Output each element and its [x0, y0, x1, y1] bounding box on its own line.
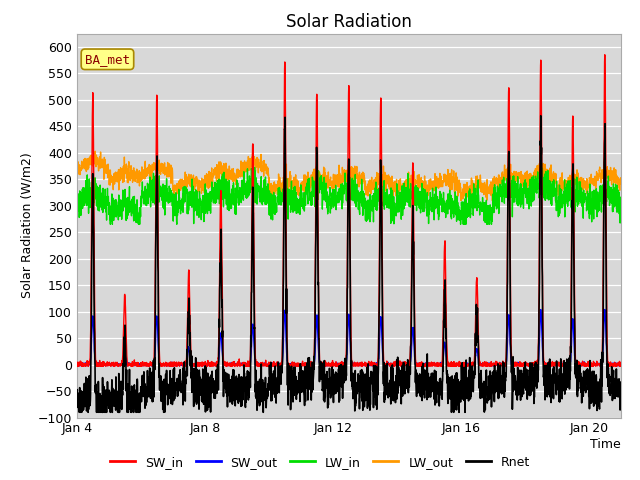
LW_out [502, 175, 509, 180]
Line: LW_in: LW_in [77, 163, 621, 224]
LW_in [73, 204, 81, 210]
LW_in [184, 211, 191, 216]
LW_in [502, 184, 509, 190]
SW_in [617, 361, 625, 367]
Rnet [73, 400, 81, 406]
Line: LW_out: LW_out [77, 151, 621, 201]
Rnet [237, 374, 244, 380]
Y-axis label: Solar Radiation (W/m2): Solar Radiation (W/m2) [20, 153, 33, 299]
X-axis label: Time: Time [590, 438, 621, 451]
SW_in [183, 339, 191, 345]
Rnet [617, 400, 625, 406]
SW_in [601, 52, 609, 58]
Rnet [184, 373, 191, 379]
SW_in [190, 360, 198, 366]
SW_out [76, 363, 84, 369]
LW_in [237, 187, 244, 192]
SW_out [601, 307, 609, 312]
SW_out [184, 356, 191, 362]
LW_out [116, 173, 124, 179]
SW_out [617, 362, 625, 368]
SW_in [116, 361, 124, 367]
LW_out [372, 184, 380, 190]
Rnet [502, 378, 509, 384]
SW_in [73, 363, 81, 369]
LW_out [73, 168, 81, 174]
LW_in [538, 160, 545, 166]
Rnet [116, 387, 124, 393]
LW_out [191, 178, 198, 184]
Title: Solar Radiation: Solar Radiation [286, 12, 412, 31]
SW_out [372, 360, 380, 366]
SW_out [237, 362, 244, 368]
SW_out [116, 362, 124, 368]
Line: SW_out: SW_out [77, 310, 621, 366]
Line: Rnet: Rnet [77, 116, 621, 412]
SW_in [372, 363, 380, 369]
LW_out [92, 148, 99, 154]
LW_in [106, 221, 114, 227]
Text: BA_met: BA_met [85, 53, 130, 66]
Rnet [372, 363, 380, 369]
Rnet [191, 383, 198, 388]
LW_in [116, 204, 124, 209]
LW_in [191, 196, 198, 202]
LW_in [617, 211, 625, 216]
LW_out [617, 175, 625, 181]
SW_out [191, 362, 198, 368]
LW_out [488, 198, 496, 204]
Legend: SW_in, SW_out, LW_in, LW_out, Rnet: SW_in, SW_out, LW_in, LW_out, Rnet [105, 451, 535, 474]
LW_in [372, 179, 380, 185]
Rnet [537, 113, 545, 119]
LW_out [237, 174, 244, 180]
SW_in [501, 363, 509, 369]
SW_in [236, 360, 244, 366]
Rnet [76, 409, 83, 415]
SW_out [73, 362, 81, 368]
SW_out [502, 361, 509, 367]
Line: SW_in: SW_in [77, 55, 621, 366]
LW_out [184, 177, 191, 183]
